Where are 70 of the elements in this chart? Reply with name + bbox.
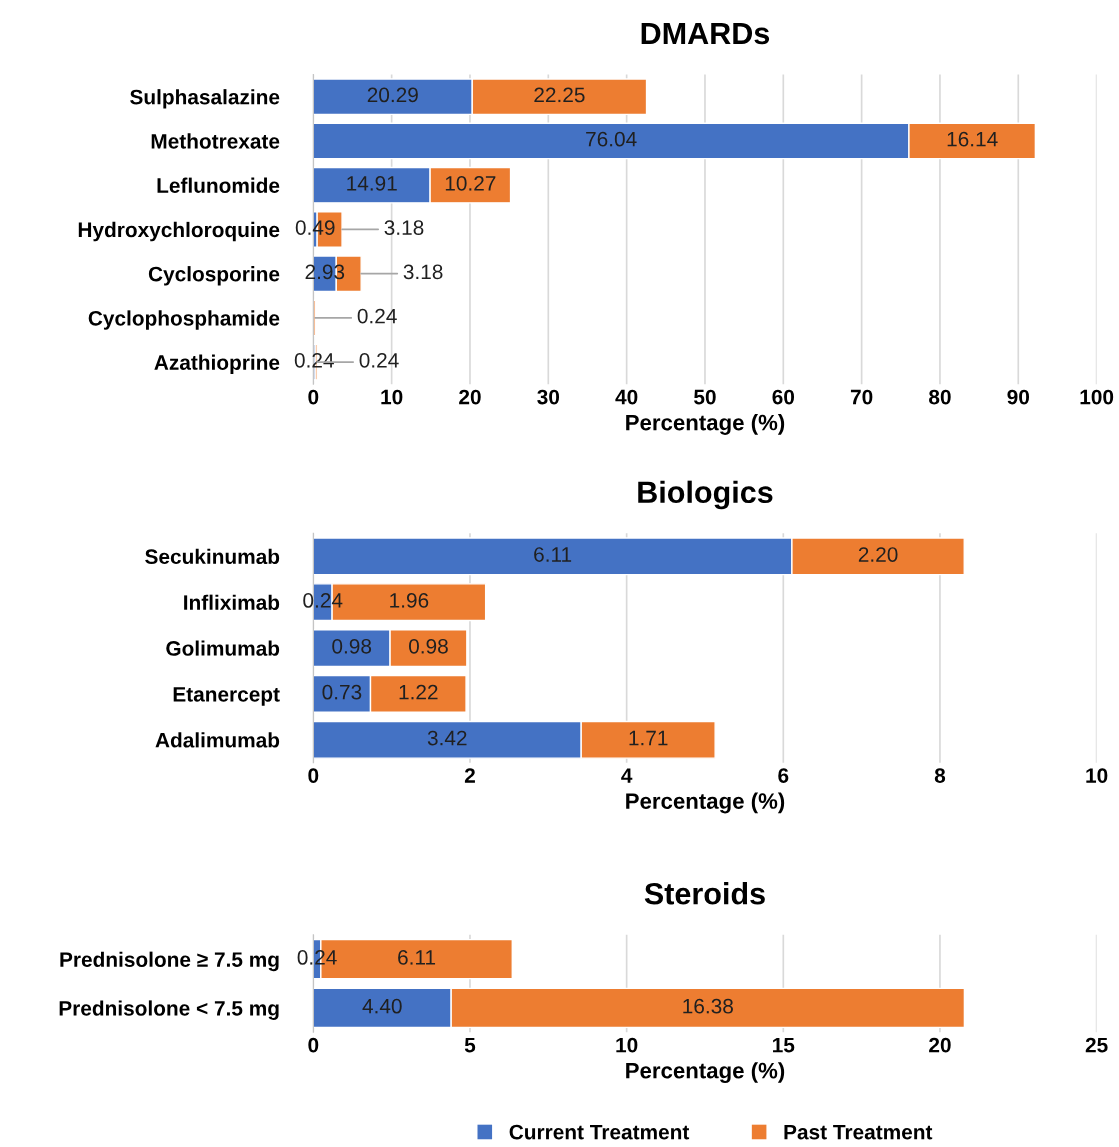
data-label: 14.91 [347,176,397,191]
data-label: 0.73 [322,684,362,700]
data-label: 1.22 [399,684,438,700]
y-tick-label: Leflunomide [157,177,280,193]
x-tick-label: 8 [934,768,946,783]
x-tick-label: 30 [537,389,560,405]
data-label: 4.40 [362,998,402,1014]
data-label: 20.29 [367,87,418,103]
data-label: 1.96 [390,593,429,608]
chart-title: DMARDs [641,22,770,45]
data-label: 0.24 [303,593,343,608]
legend-label: Past Treatment [784,1124,933,1140]
x-tick-label: 5 [464,1037,476,1053]
y-tick-label: Cyclophosphamide [88,310,280,330]
x-tick-label: 60 [772,389,795,405]
data-label: 0.24 [359,352,399,368]
data-label: 1.71 [629,730,668,746]
y-tick-label: Secukinumab [145,548,280,565]
data-label: 6.11 [534,547,572,562]
chart-title: Steroids [644,882,765,905]
data-label: 16.14 [947,131,998,147]
x-tick-label: 10 [381,389,403,405]
x-tick-label: 0 [308,768,319,783]
x-tick-label: 70 [850,389,873,405]
data-label: 2.20 [858,547,898,562]
data-label: 22.25 [534,87,585,103]
data-label: 16.38 [683,998,733,1014]
x-tick-label: 25 [1085,1037,1108,1053]
x-tick-label: 10 [616,1037,638,1053]
y-tick-label: Hydroxychloroquine [78,221,280,242]
y-tick-label: Adalimumab [155,732,280,748]
x-tick-label: 90 [1007,389,1030,405]
chart-title: Biologics [638,480,773,510]
data-label: 3.18 [384,220,424,235]
y-tick-label: Prednisolone < 7.5 mg [59,1000,279,1020]
y-tick-label: Cyclosporine [148,266,280,286]
x-tick-label: 6 [778,768,789,783]
x-tick-label: 20 [929,1037,951,1053]
data-label: 3.18 [403,264,443,280]
data-label: 0.24 [297,950,337,965]
legend-label: Current Treatment [509,1124,690,1140]
x-tick-label: 20 [459,389,481,405]
x-tick-label: 0 [308,1037,319,1053]
x-axis-title: Percentage (%) [626,414,785,435]
y-tick-label: Golimumab [166,640,280,656]
y-tick-label: Azathioprine [154,354,280,374]
data-label: 76.04 [586,131,637,147]
x-tick-label: 10 [1086,768,1108,783]
x-tick-label: 4 [621,768,633,783]
data-label: 0.24 [294,352,334,368]
data-label: 0.98 [332,638,372,654]
x-tick-label: 0 [308,389,319,405]
x-tick-label: 80 [929,389,951,405]
y-tick-label: Prednisolone ≥ 7.5 mg [60,951,279,972]
x-tick-label: 50 [694,389,716,405]
data-label: 6.11 [398,950,436,965]
x-axis-title: Percentage (%) [626,1062,785,1083]
x-tick-label: 15 [773,1037,795,1053]
x-tick-label: 100 [1080,389,1114,405]
x-tick-label: 40 [615,389,638,405]
y-tick-label: Sulphasalazine [130,89,280,109]
x-tick-label: 2 [464,768,475,783]
data-label: 0.24 [357,308,397,324]
data-label: 3.42 [427,730,467,746]
data-label: 10.27 [445,176,496,191]
x-axis-title: Percentage (%) [626,792,785,814]
y-tick-label: Methotrexate [151,133,280,149]
data-label: 0.98 [409,638,448,654]
y-tick-label: Etanercept [173,687,280,706]
y-tick-label: Infliximab [184,594,280,610]
